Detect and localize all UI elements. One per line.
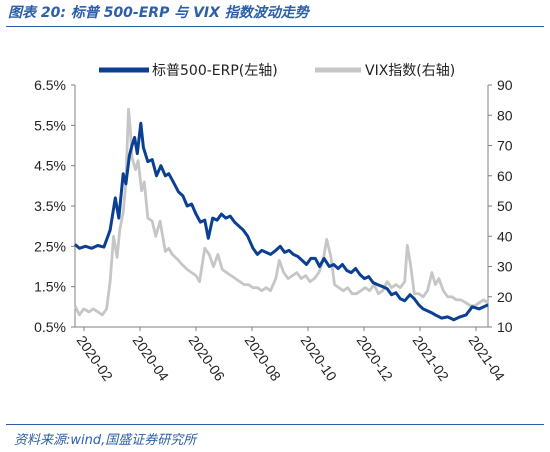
- top-divider: [6, 26, 544, 27]
- source-note: 资料来源:wind,国盛证券研究所: [14, 433, 197, 448]
- bottom-divider: [6, 424, 544, 425]
- left-tick-label: 2.5%: [34, 238, 66, 254]
- left-tick-label: 4.5%: [34, 158, 66, 174]
- right-tick-label: 50: [497, 198, 513, 214]
- x-tick-label: 2020-12: [354, 333, 397, 384]
- x-tick-label: 2020-10: [298, 333, 341, 384]
- x-tick-label: 2021-02: [410, 333, 453, 384]
- left-tick-label: 6.5%: [34, 77, 66, 93]
- x-tick-label: 2021-04: [466, 333, 509, 384]
- right-tick-label: 70: [497, 138, 513, 154]
- x-tick-label: 2020-08: [242, 333, 285, 384]
- x-tick-label: 2020-04: [130, 333, 173, 384]
- vix-series-line: [73, 107, 489, 317]
- right-tick-label: 10: [497, 319, 513, 335]
- left-tick-label: 3.5%: [34, 198, 66, 214]
- x-tick-label: 2020-02: [74, 333, 117, 384]
- figure-title: 图表 20: 标普 500-ERP 与 VIX 指数波动走势: [8, 5, 309, 21]
- right-tick-label: 80: [497, 107, 513, 123]
- x-tick-label: 2020-06: [186, 333, 229, 384]
- left-tick-label: 5.5%: [34, 117, 66, 133]
- right-tick-label: 20: [497, 289, 513, 305]
- right-tick-label: 40: [497, 228, 513, 244]
- left-tick-label: 1.5%: [34, 279, 66, 295]
- legend-label-vix: VIX指数(右轴): [365, 63, 455, 79]
- right-tick-label: 30: [497, 259, 513, 275]
- right-tick-label: 90: [497, 77, 513, 93]
- legend-label-erp: 标普500-ERP(左轴): [152, 63, 278, 79]
- erp-series-line: [73, 121, 489, 322]
- left-tick-label: 0.5%: [34, 319, 66, 335]
- right-tick-label: 60: [497, 168, 513, 184]
